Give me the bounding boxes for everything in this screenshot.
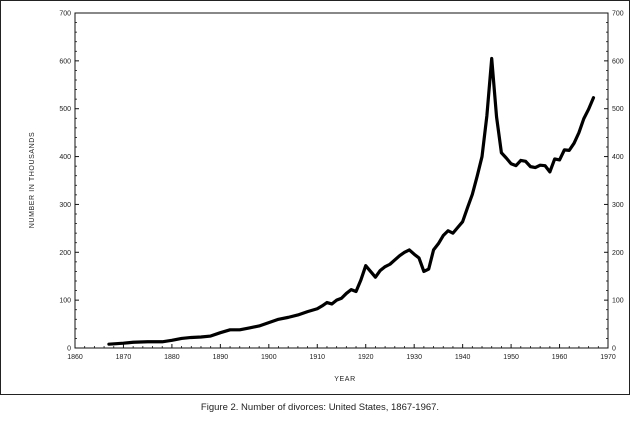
y-tick-label-right: 300 (612, 202, 624, 209)
y-tick-label-left: 200 (59, 250, 71, 257)
x-tick-label: 1860 (67, 354, 83, 361)
figure-caption: Figure 2. Number of divorces: United Sta… (200, 402, 440, 413)
x-tick-label: 1970 (600, 354, 616, 361)
y-tick-label-left: 100 (59, 298, 71, 305)
outer-border (0, 0, 630, 395)
x-tick-label: 1890 (213, 354, 229, 361)
x-tick-label: 1920 (358, 354, 374, 361)
y-tick-label-right: 0 (612, 346, 616, 353)
y-tick-label-left: 500 (59, 106, 71, 113)
y-tick-label-right: 600 (612, 58, 624, 65)
y-tick-label-left: 300 (59, 202, 71, 209)
y-tick-label-right: 400 (612, 154, 624, 161)
series-line (107, 56, 596, 346)
x-tick-label: 1880 (164, 354, 180, 361)
axis-ticks (74, 12, 609, 349)
x-tick-label: 1910 (309, 354, 325, 361)
y-tick-label-left: 600 (59, 58, 71, 65)
x-tick-label: 1940 (455, 354, 471, 361)
y-tick-label-left: 0 (67, 346, 71, 353)
plot-area (74, 12, 609, 349)
x-tick-label: 1930 (406, 354, 422, 361)
y-axis-title: NUMBER IN THOUSANDS (29, 132, 36, 228)
y-tick-label-right: 200 (612, 250, 624, 257)
y-tick-label-left: 400 (59, 154, 71, 161)
x-axis-title: YEAR (334, 376, 355, 383)
y-tick-label-right: 500 (612, 106, 624, 113)
y-tick-label-right: 700 (612, 11, 624, 18)
x-tick-label: 1870 (116, 354, 132, 361)
y-tick-label-left: 700 (59, 11, 71, 18)
x-tick-label: 1900 (261, 354, 277, 361)
tick-labels: 1860 1870 1880 1890 1900 1910 1920 1930 1940 1950… (59, 11, 623, 362)
y-tick-label-right: 100 (612, 298, 624, 305)
x-tick-label: 1950 (503, 354, 519, 361)
x-tick-label: 1960 (552, 354, 568, 361)
